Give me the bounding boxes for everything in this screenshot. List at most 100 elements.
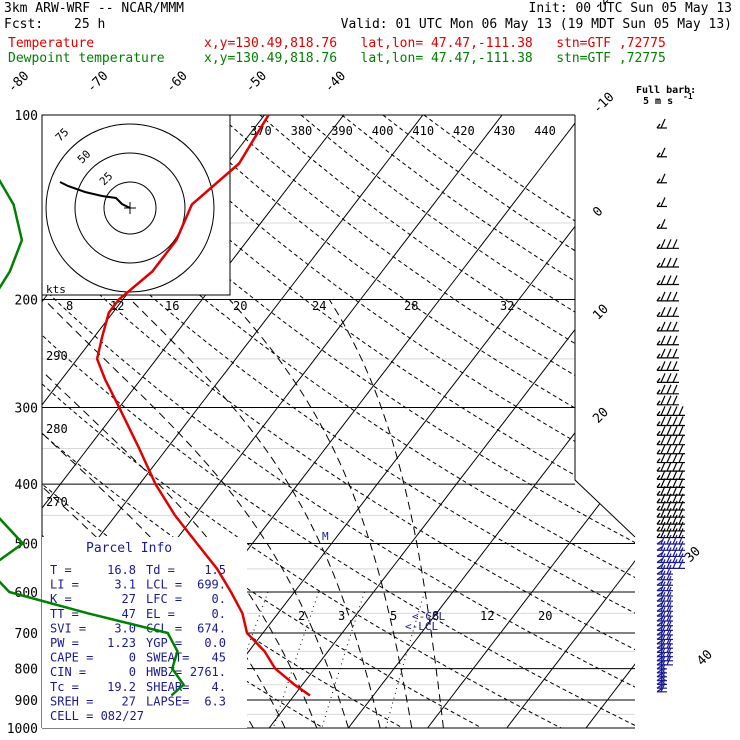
mixing-ratio-line — [272, 591, 320, 728]
wind-barb-feather — [666, 547, 672, 557]
wind-barb-feather — [660, 671, 666, 681]
wind-barb-feather — [660, 416, 666, 426]
wind-barb-feather — [660, 373, 666, 383]
wind-barb-feather — [672, 500, 678, 511]
parcel-info-title: Parcel Info — [86, 541, 172, 556]
parcel-row-label: CELL = 082/27 — [50, 709, 144, 723]
wind-barb-feather — [666, 384, 672, 395]
parcel-row-value: 0. — [212, 607, 226, 621]
theta-label: 420 — [453, 124, 475, 138]
wind-barb-feather — [672, 426, 678, 436]
wind-barb-shaft — [656, 178, 661, 184]
parcel-row-label: LI = — [50, 578, 79, 592]
wind-barb-feather — [666, 643, 672, 653]
wind-barb-feather — [660, 553, 666, 563]
wind-barb-feather — [666, 606, 672, 617]
wind-barb-feather — [666, 655, 672, 666]
parcel-row-label: YGP = — [146, 636, 182, 650]
temperature-legend-label: Temperature — [8, 36, 95, 51]
ccl-marker: <-CCL — [412, 610, 445, 623]
wind-barb-feather — [660, 291, 666, 302]
dry-adiabat — [42, 115, 635, 728]
wind-barb-feather — [666, 576, 672, 586]
parcel-row-value: 0 — [129, 651, 136, 665]
wind-barb-feather — [660, 147, 666, 158]
wind-barb-shaft — [656, 498, 661, 504]
wind-barb-feather — [660, 528, 666, 538]
wind-barb-feather — [666, 478, 672, 488]
m-marker: M — [322, 530, 329, 543]
hodograph-ring-75 — [45, 123, 215, 293]
parcel-row-value: 4. — [212, 680, 226, 694]
wind-barb-shaft — [656, 243, 661, 249]
wind-barb-feather — [666, 581, 672, 591]
wind-barb-shaft — [656, 482, 661, 488]
parcel-row-label: K = — [50, 592, 72, 606]
wind-barb-shaft — [656, 389, 661, 395]
wind-barb-feather — [666, 500, 672, 511]
wind-barb-feather — [660, 478, 666, 488]
wind-barb-feather — [672, 553, 678, 563]
wind-barb-feather — [660, 581, 666, 591]
dewpoint-profile — [0, 178, 185, 697]
wind-barb-feather — [660, 307, 666, 317]
wind-barb-feather — [672, 534, 678, 545]
wind-barb-feather — [660, 630, 666, 640]
wind-barb-feather — [666, 239, 672, 249]
pressure-label: 400 — [15, 478, 38, 493]
isotherm-label: 20 — [590, 405, 612, 427]
wind-barb-feather — [666, 651, 672, 662]
wind-barb-shaft — [656, 400, 661, 406]
wind-barb-feather — [660, 559, 666, 569]
hodograph-ring-25 — [103, 181, 157, 235]
isotherm-line — [506, 115, 635, 728]
wind-barb-feather — [672, 461, 678, 472]
wind-barb-feather — [672, 435, 678, 445]
wind-barb-feather — [666, 534, 672, 545]
wind-barb-feather — [672, 384, 678, 395]
wind-barb-feather — [660, 444, 666, 455]
wind-barb-feather — [660, 118, 666, 129]
wind-barb-shaft — [656, 490, 661, 496]
wind-barb-shaft — [656, 123, 661, 129]
wind-barb-feather — [666, 528, 672, 538]
wind-barb-feather — [666, 395, 672, 406]
pressure-label: 100 — [15, 109, 38, 124]
wind-barb-shaft — [656, 533, 661, 538]
wind-barb-feather — [672, 335, 678, 345]
parcel-row-label: CCL = — [146, 621, 182, 635]
isotherm-label: -50 — [243, 69, 270, 96]
isotherm-label: -20 — [590, 0, 617, 14]
thetae-label: 8 — [66, 299, 73, 313]
wind-barb-feather — [660, 655, 666, 666]
wind-barb-feather — [678, 435, 684, 445]
isotherm-label: 40 — [694, 647, 716, 669]
wind-barb-shaft — [656, 377, 661, 383]
wind-barb-feather — [660, 384, 666, 395]
wind-barb-feather — [678, 461, 684, 472]
wind-barb-feather — [672, 493, 678, 503]
wind-barb-feather — [678, 426, 684, 436]
parcel-row-value: 0.0 — [204, 636, 226, 650]
wind-barb-feather — [660, 321, 666, 332]
wind-barb-shaft — [656, 526, 661, 532]
wind-barb-feather — [678, 444, 684, 455]
wind-barb-feather — [660, 564, 666, 575]
wind-barb-feather — [660, 663, 666, 674]
parcel-row-value: 6.3 — [204, 694, 226, 708]
wind-barb-feather — [678, 485, 684, 496]
thetae-label: 16 — [165, 299, 179, 313]
wind-barb-feather — [672, 453, 678, 463]
theta-label: 440 — [534, 124, 556, 138]
wind-barb-feather — [660, 647, 666, 657]
wind-barb-feather — [666, 435, 672, 445]
theta-label: 410 — [412, 124, 434, 138]
wind-barb-feather — [666, 307, 672, 317]
wind-barb-feather — [660, 218, 666, 229]
wind-barb-feather — [660, 335, 666, 345]
wind-barb-feather — [660, 597, 666, 607]
wind-barb-feather — [678, 553, 684, 563]
wind-barb-feather — [666, 564, 672, 575]
wind-barb-feather — [660, 173, 666, 184]
wind-barb-feather — [666, 521, 672, 532]
